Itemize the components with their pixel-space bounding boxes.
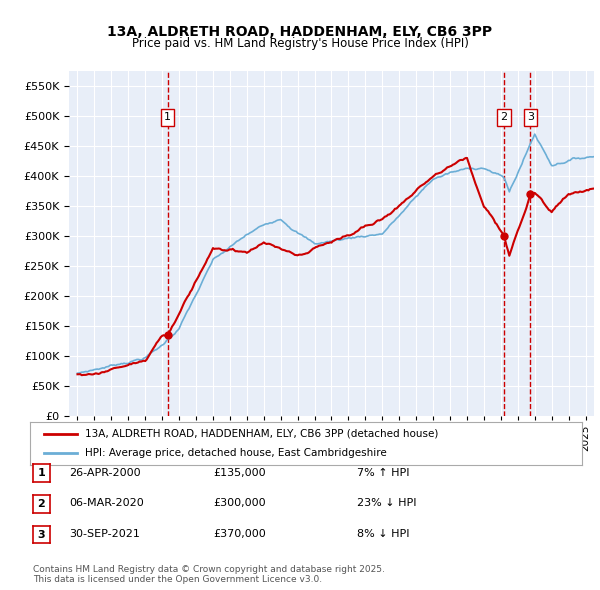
Text: Contains HM Land Registry data © Crown copyright and database right 2025.
This d: Contains HM Land Registry data © Crown c… bbox=[33, 565, 385, 584]
Text: 26-APR-2000: 26-APR-2000 bbox=[69, 468, 140, 477]
Text: 23% ↓ HPI: 23% ↓ HPI bbox=[357, 499, 416, 508]
Text: £135,000: £135,000 bbox=[213, 468, 266, 477]
Text: 13A, ALDRETH ROAD, HADDENHAM, ELY, CB6 3PP: 13A, ALDRETH ROAD, HADDENHAM, ELY, CB6 3… bbox=[107, 25, 493, 39]
Text: 2: 2 bbox=[500, 113, 508, 122]
Text: 2: 2 bbox=[38, 499, 45, 509]
Text: Price paid vs. HM Land Registry's House Price Index (HPI): Price paid vs. HM Land Registry's House … bbox=[131, 37, 469, 50]
Text: 7% ↑ HPI: 7% ↑ HPI bbox=[357, 468, 409, 477]
Text: 3: 3 bbox=[38, 530, 45, 539]
Text: HPI: Average price, detached house, East Cambridgeshire: HPI: Average price, detached house, East… bbox=[85, 448, 387, 458]
Text: 06-MAR-2020: 06-MAR-2020 bbox=[69, 499, 144, 508]
Text: 1: 1 bbox=[38, 468, 45, 478]
Text: 1: 1 bbox=[164, 113, 171, 122]
Text: 13A, ALDRETH ROAD, HADDENHAM, ELY, CB6 3PP (detached house): 13A, ALDRETH ROAD, HADDENHAM, ELY, CB6 3… bbox=[85, 429, 439, 439]
Text: £370,000: £370,000 bbox=[213, 529, 266, 539]
Text: £300,000: £300,000 bbox=[213, 499, 266, 508]
Text: 30-SEP-2021: 30-SEP-2021 bbox=[69, 529, 140, 539]
Text: 3: 3 bbox=[527, 113, 534, 122]
Text: 8% ↓ HPI: 8% ↓ HPI bbox=[357, 529, 409, 539]
